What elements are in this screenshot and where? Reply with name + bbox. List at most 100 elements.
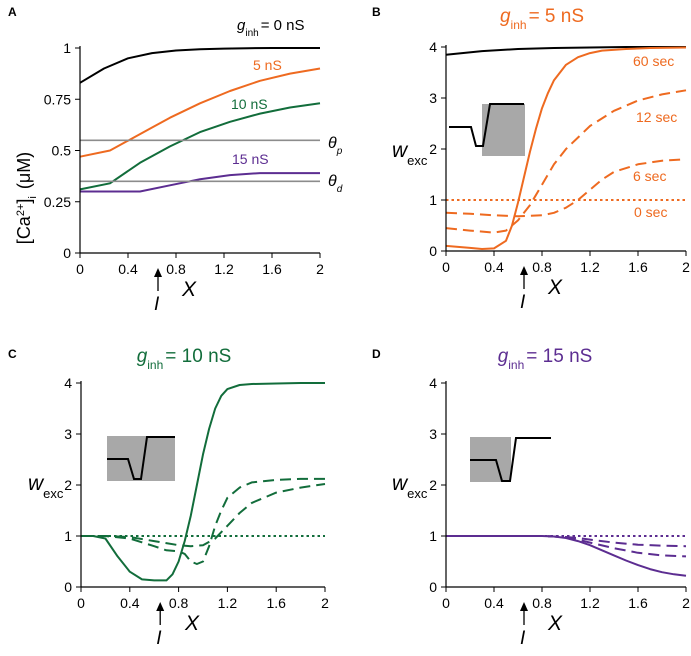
inset-b	[449, 103, 525, 156]
panel-b-ylabel: wexc	[392, 139, 428, 168]
panel-d-axes: 0 1 2 3 4 0 0.4 0.8 1.2 1.6 2 XI	[429, 375, 690, 649]
series-a-5-ns	[79, 67, 321, 158]
panel-d-series	[446, 535, 687, 577]
series-c-6-sec	[81, 483, 326, 548]
y-tick-label: 4	[64, 375, 72, 391]
series-a-10-ns	[79, 102, 321, 191]
ylabel-ca: [Ca	[14, 215, 34, 244]
x-tick-label: 0.4	[484, 595, 504, 611]
marker-label: I	[154, 294, 160, 315]
x-axis-label: X	[181, 278, 197, 301]
y-tick-label: 3	[64, 426, 72, 442]
panel-d-title: ginh = 15 nS	[498, 346, 593, 372]
panel-a-axes: 0 0.25 0.5 0.75 1 0 0.4 0.8 1.2 1.6 2 XI	[44, 40, 324, 315]
series-a-15-ns	[80, 172, 320, 193]
x-tick-label: 1.2	[218, 595, 238, 611]
y-tick-label: 4	[429, 39, 437, 55]
panel-c: C ginh = 10 nS wexc 0 1 2 3 4 0 0.4 0.8 1.2 1.6 2 X I	[8, 346, 329, 649]
x-tick-label: 0	[442, 595, 450, 611]
x-axis-label: X	[184, 612, 200, 635]
x-tick-label: 2	[321, 595, 329, 611]
marker-label: I	[520, 292, 526, 313]
ylabel-bracket: ]	[14, 199, 34, 204]
x-tick-label: 0.8	[169, 595, 189, 611]
y-tick-label: 3	[429, 90, 437, 106]
label-12sec-b: 12 sec	[636, 109, 677, 125]
label-g0: ginh = 0 nS	[237, 17, 305, 39]
ylabel-sub: i	[27, 196, 39, 198]
y-tick-label: 1	[64, 528, 72, 544]
y-tick-label: 0.25	[44, 194, 71, 210]
y-tick-label: 1	[429, 528, 437, 544]
panel-b-title: ginh = 5 nS	[500, 6, 584, 32]
panel-label-a: A	[8, 5, 17, 19]
y-tick-label: 2	[64, 477, 72, 493]
x-tick-label: 0.8	[532, 259, 552, 275]
y-tick-label: 0	[63, 245, 71, 261]
marker-arrowhead	[154, 268, 162, 277]
panel-a-ylabel: [Ca2+]i (μM)	[14, 152, 39, 244]
y-tick-label: 1	[429, 192, 437, 208]
x-axis-label: X	[547, 276, 563, 299]
x-tick-label: 1.6	[262, 261, 282, 277]
panel-d: D ginh = 15 nS wexc 0 1 2 3 4 0 0.4 0.8 1.2 1.6 2 XI	[372, 346, 690, 649]
x-tick-label: 2	[682, 595, 690, 611]
x-tick-label: 1.2	[580, 595, 600, 611]
y-tick-label: 1	[63, 40, 71, 56]
series-b-6-sec	[445, 158, 687, 218]
panel-a: A [Ca2+]i (μM) 0 0.25 0.5 0.75 1 0 0.4 0.8 1.2 1.6…	[8, 5, 343, 315]
series-c-12-sec	[81, 477, 325, 565]
ylabel-sup: 2+	[15, 204, 27, 217]
ylabel-unit: (μM)	[14, 152, 34, 189]
x-tick-label: 0	[76, 261, 84, 277]
panel-b-series	[445, 46, 687, 250]
y-tick-label: 3	[429, 426, 437, 442]
y-tick-label: 0.5	[52, 143, 72, 159]
series-a-0-ns	[79, 47, 320, 84]
series-d-60-sec	[446, 535, 687, 577]
x-tick-label: 0.4	[120, 595, 140, 611]
x-tick-label: 0.8	[532, 595, 552, 611]
x-axis-label: X	[547, 612, 563, 635]
panel-c-ylabel: wexc	[28, 472, 64, 501]
panel-c-axes: 0 1 2 3 4 0 0.4 0.8 1.2 1.6 2 X I	[64, 375, 329, 649]
x-tick-label: 1.2	[580, 259, 600, 275]
x-tick-label: 1.6	[628, 595, 648, 611]
inset-c	[107, 436, 175, 481]
x-tick-label: 2	[682, 259, 690, 275]
panel-label-d: D	[372, 347, 381, 361]
label-0sec-b: 0 sec	[634, 204, 667, 220]
y-tick-label: 0	[429, 579, 437, 595]
panel-c-title: ginh = 10 nS	[137, 346, 232, 372]
series-b-60-sec	[445, 46, 687, 250]
series-d-6-sec	[446, 535, 687, 548]
label-10ns: 10 nS	[231, 96, 268, 112]
y-tick-label: 4	[429, 375, 437, 391]
label-theta-d: θd	[328, 173, 343, 195]
panel-c-series	[81, 382, 326, 582]
x-tick-label: 0	[442, 259, 450, 275]
inset-d	[470, 437, 551, 482]
x-tick-label: 0.4	[484, 259, 504, 275]
x-tick-label: 1.6	[266, 595, 286, 611]
marker-arrowhead	[520, 266, 528, 275]
panel-d-ylabel: wexc	[392, 472, 428, 501]
marker-label: I	[156, 628, 162, 649]
x-tick-label: 1.2	[214, 261, 234, 277]
y-tick-label: 2	[429, 141, 437, 157]
series-b-12-sec	[445, 89, 687, 234]
marker-arrowhead	[156, 602, 165, 611]
label-theta-p: θp	[328, 135, 343, 157]
panel-a-series	[79, 47, 321, 193]
panel-label-b: B	[372, 5, 381, 19]
label-15ns: 15 nS	[232, 151, 269, 167]
svg-text:[Ca2+]i(μM): [Ca2+]i (μM)	[14, 152, 39, 244]
x-tick-label: 0	[77, 595, 85, 611]
series-c-60-sec	[81, 382, 325, 582]
panel-label-c: C	[8, 347, 17, 361]
x-tick-label: 1.6	[628, 259, 648, 275]
label-6sec-b: 6 sec	[633, 168, 666, 184]
marker-label: I	[520, 628, 526, 649]
